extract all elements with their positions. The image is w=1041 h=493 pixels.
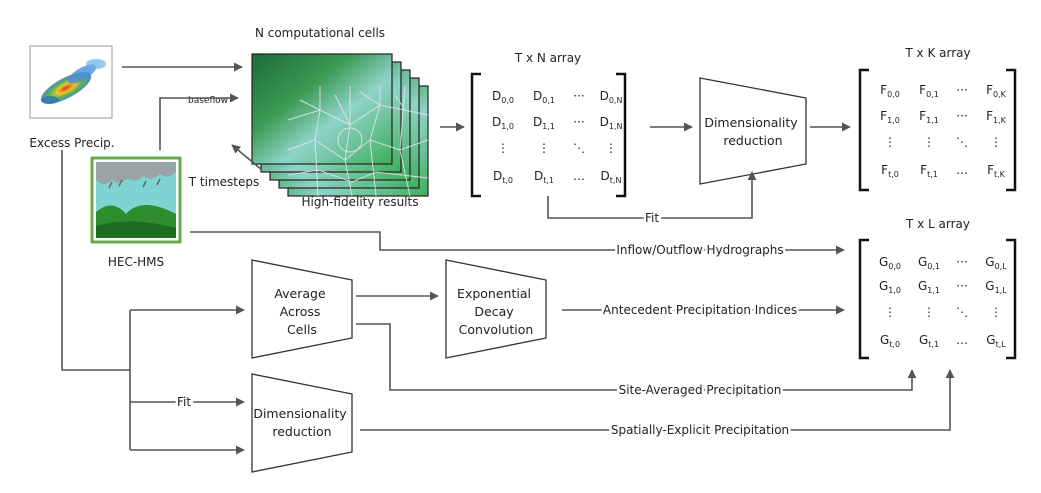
matrix-g-left-bracket: [858, 238, 869, 360]
computational-cells-stack: [251, 53, 429, 197]
matrix-d-cell: ⋱: [573, 141, 585, 155]
matrix-f-cell: ···: [956, 83, 967, 97]
dim-reduction-top-text: Dimensionality reduction: [704, 115, 801, 148]
txk-label: T x K array: [904, 46, 970, 60]
dim-reduction-bottom-box: [251, 373, 353, 473]
matrix-f-cell: F0,K: [986, 83, 1007, 99]
matrix-d-cell: ···: [573, 89, 584, 103]
edge-timesteps: [231, 144, 263, 171]
matrix-f-cell: F1,0: [880, 109, 900, 125]
exp-decay-box: [445, 259, 547, 359]
matrix-f-cell: …: [956, 163, 968, 177]
average-box: [251, 259, 353, 359]
spatial-label: Spatially-Explicit Precipitation: [611, 423, 789, 437]
matrix-g-right-bracket: [1006, 238, 1017, 360]
t-timesteps-label: T timesteps: [188, 175, 259, 189]
edge-baseflow: [159, 93, 239, 150]
hec-hms-label: HEC-HMS: [108, 255, 164, 269]
matrix-f-cell: F1,1: [919, 109, 939, 125]
edge-fit-top: [547, 171, 757, 219]
matrix-f-cell: Ft,0: [881, 163, 899, 179]
matrix-d-cell: Dt,1: [534, 169, 554, 185]
matrix-d-cell: Dt,0: [493, 169, 513, 185]
matrix-g: G0,0 G0,1 ··· G0,L G1,0 G1,1 ··· G1,L ⋮ ⋮ ⋱ ⋮ Gt,0 Gt…: [879, 255, 1007, 349]
matrix-g-cell: Gt,L: [986, 333, 1006, 349]
matrix-f: F0,0 F0,1 ··· F0,K F1,0 F1,1 ··· F1,K ⋮ ⋮ ⋱ ⋮ Ft,0 Ft…: [880, 83, 1006, 179]
matrix-g-cell: ···: [956, 255, 967, 269]
high-fidelity-label: High-fidelity results: [302, 195, 419, 209]
edge-inflow: [190, 231, 845, 255]
matrix-d-cell: D0,0: [492, 89, 514, 105]
exp-decay-text: Exponential Decay Convolution: [457, 286, 535, 337]
matrix-f-cell: F1,K: [986, 109, 1007, 125]
matrix-f-cell: Ft,K: [987, 163, 1006, 179]
matrix-g-cell: ⋮: [990, 305, 1002, 319]
matrix-g-cell: G1,L: [985, 279, 1007, 295]
edge-site-avg: [356, 323, 917, 391]
matrix-d-cell: D0,1: [533, 89, 555, 105]
matrix-d-cell: D1,0: [492, 115, 514, 131]
matrix-f-cell: ···: [956, 109, 967, 123]
matrix-d-cell: D0,N: [600, 89, 623, 105]
edge-spatial: [360, 369, 955, 431]
matrix-d-cell: D1,1: [533, 115, 555, 131]
matrix-d-cell: Dt,N: [601, 169, 622, 185]
matrix-g-cell: Gt,1: [919, 333, 939, 349]
matrix-d-cell: ···: [573, 115, 584, 129]
fit-left-label: Fit: [177, 395, 191, 409]
matrix-f-cell: ⋮: [923, 135, 935, 149]
matrix-d-cell: D1,N: [600, 115, 623, 131]
matrix-d-left-bracket: [470, 72, 481, 198]
txn-label: T x N array: [514, 51, 581, 65]
hec-hms-icon: [90, 156, 182, 244]
matrix-g-cell: G1,1: [918, 279, 940, 295]
matrix-f-cell: Ft,1: [920, 163, 938, 179]
fit-top-label: Fit: [645, 211, 659, 225]
matrix-d-cell: ⋮: [538, 141, 550, 155]
matrix-d-cell: ⋮: [605, 141, 617, 155]
matrix-f-cell: ⋮: [884, 135, 896, 149]
dim-reduction-bottom-text: Dimensionality reduction: [253, 406, 350, 439]
txl-label: T x L array: [905, 217, 970, 231]
dim-reduction-top-box: [699, 77, 807, 185]
excess-precip-image: [29, 45, 113, 119]
matrix-g-cell: ···: [956, 279, 967, 293]
matrix-d-cell: …: [573, 169, 585, 183]
matrix-d-cell: ⋮: [497, 141, 509, 155]
baseflow-label: baseflow: [188, 96, 228, 106]
excess-precip-label: Excess Precip.: [29, 136, 114, 150]
n-cells-label: N computational cells: [255, 26, 385, 40]
matrix-g-cell: Gt,0: [880, 333, 900, 349]
matrix-f-cell: ⋮: [990, 135, 1002, 149]
matrix-f-cell: ⋱: [956, 135, 968, 149]
matrix-d-right-bracket: [616, 72, 627, 198]
average-text: Average Across Cells: [274, 286, 329, 337]
matrix-f-cell: F0,0: [880, 83, 900, 99]
antecedent-label: Antecedent Precipitation Indices: [603, 303, 797, 317]
matrix-g-cell: ⋮: [923, 305, 935, 319]
matrix-d: D0,0 D0,1 ··· D0,N D1,0 D1,1 ··· D1,N ⋮ ⋮ ⋱ ⋮ Dt,0 Dt…: [492, 89, 622, 185]
edge-trunk: [61, 150, 130, 371]
matrix-f-cell: F0,1: [919, 83, 939, 99]
matrix-g-cell: …: [956, 333, 968, 347]
matrix-f-right-bracket: [1006, 68, 1017, 192]
matrix-g-cell: G1,0: [879, 279, 901, 295]
site-avg-label: Site-Averaged Precipitation: [619, 383, 782, 397]
matrix-g-cell: G0,L: [985, 255, 1007, 271]
matrix-g-cell: G0,0: [879, 255, 901, 271]
matrix-f-left-bracket: [858, 68, 869, 192]
inflow-label: Inflow/Outflow Hydrographs: [616, 243, 783, 257]
matrix-g-cell: ⋮: [884, 305, 896, 319]
matrix-g-cell: G0,1: [918, 255, 940, 271]
matrix-g-cell: ⋱: [956, 305, 968, 319]
